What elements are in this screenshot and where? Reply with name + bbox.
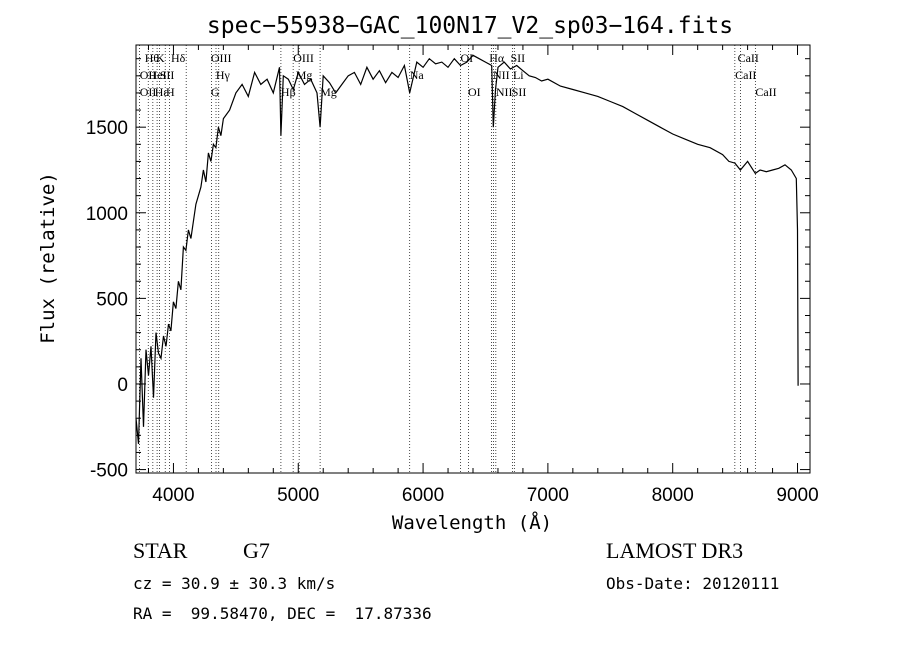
- spectral-line-label: OI: [461, 51, 474, 65]
- survey-name: LAMOST DR3: [606, 538, 744, 563]
- spectral-line-label: Li: [513, 68, 524, 82]
- spectral-line-label: Hα: [489, 51, 505, 65]
- x-tick-label: 4000: [152, 485, 194, 506]
- object-class: STAR: [133, 538, 188, 563]
- spectral-line-label: Hγ: [216, 68, 231, 82]
- x-tick-label: 9000: [776, 485, 818, 506]
- spectral-line-label: OI: [468, 85, 481, 99]
- spectral-line-label: SII: [160, 68, 175, 82]
- spectral-line-label: CaII: [738, 51, 759, 65]
- spectral-line-label: K: [156, 51, 165, 65]
- spectral-line-label: Hβ: [281, 85, 296, 99]
- spectral-line-label: OIII: [293, 51, 314, 65]
- y-tick-label: 1500: [86, 118, 128, 139]
- ra-dec-coordinates: RA = 99.58470, DEC = 17.87336: [133, 604, 432, 623]
- x-tick-label: 8000: [652, 485, 694, 506]
- spectral-line-label: Na: [410, 68, 425, 82]
- spectral-line-label: Mg: [320, 85, 337, 99]
- spectral-line-label: OII: [140, 68, 157, 82]
- chart-title: spec−55938−GAC_100N17_V2_sp03−164.fits: [207, 13, 733, 39]
- spectral-line-label: NII: [493, 68, 510, 82]
- object-subclass: G7: [243, 538, 270, 563]
- spectral-line-label: OIII: [211, 51, 232, 65]
- y-tick-label: 500: [96, 289, 128, 310]
- y-tick-label: 0: [117, 375, 128, 396]
- spectral-line-label: SII: [512, 85, 527, 99]
- plot-frame: [135, 44, 811, 474]
- spectral-line-label: G: [211, 85, 220, 99]
- observation-date: Obs-Date: 20120111: [606, 574, 780, 593]
- spectral-line-label: CaII: [755, 85, 776, 99]
- x-tick-label: 5000: [277, 485, 319, 506]
- spectral-line-label: HeI: [148, 68, 166, 82]
- spectral-line-label: H: [166, 85, 175, 99]
- spectral-line-label: NII: [496, 85, 513, 99]
- spectral-line-label: Hε: [155, 85, 169, 99]
- x-axis-label: Wavelength (Å): [392, 511, 552, 534]
- spectral-line-label: SII: [510, 51, 525, 65]
- spectral-line-label: Hδ: [171, 51, 186, 65]
- redshift-velocity: cz = 30.9 ± 30.3 km/s: [133, 574, 336, 593]
- plot-area: 4000 5000 6000 7000 8000 9000 -500 0 500 1000 1500…: [86, 44, 819, 506]
- spectral-line-label: OII: [140, 85, 157, 99]
- x-tick-label: 6000: [402, 485, 444, 506]
- spectral-line-label: CaII: [735, 68, 756, 82]
- y-tick-label: -500: [90, 461, 128, 482]
- spectral-line-label: Mg: [296, 68, 313, 82]
- flux-series-line: [135, 54, 799, 444]
- y-tick-label: 1000: [86, 204, 128, 225]
- y-axis-label: Flux (relative): [37, 172, 59, 344]
- x-tick-label: 7000: [527, 485, 569, 506]
- spectral-line-label: Hθ: [145, 51, 160, 65]
